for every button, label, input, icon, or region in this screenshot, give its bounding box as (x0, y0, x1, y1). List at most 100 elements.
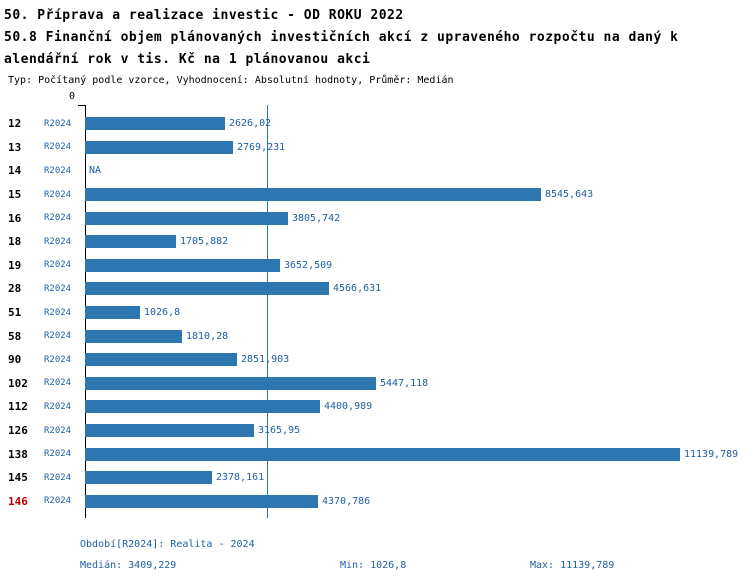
row-series-label: R2024 (44, 331, 72, 342)
row-category-label: 14 (8, 164, 22, 178)
row-bar-area: 2769,231 (85, 136, 750, 160)
bar-value-label: 4400,989 (324, 401, 373, 413)
bar-value-label: 4370,786 (322, 495, 371, 507)
table-row: 90 R2024 2851,903 (0, 348, 750, 372)
table-row: 112 R2024 4400,989 (0, 395, 750, 419)
row-bar-area: 5447,118 (85, 372, 750, 396)
bar (85, 376, 376, 390)
row-bar-area: 3165,95 (85, 419, 750, 443)
bar-value-label: 3805,742 (292, 212, 341, 224)
bar-value-label: 3165,95 (258, 425, 301, 437)
row-bar-area: 2626,02 (85, 112, 750, 136)
row-category-label: 145 (8, 471, 28, 485)
row-series-label: R2024 (44, 118, 72, 129)
row-category-label: 19 (8, 258, 22, 272)
row-series-label: R2024 (44, 189, 72, 200)
bar-value-label: 1810,28 (186, 330, 229, 342)
row-category-label: 126 (8, 424, 28, 438)
row-category-label: 90 (8, 353, 22, 367)
table-row: 14 R2024 NA (0, 159, 750, 183)
bar-value-label: 11139,789 (684, 448, 739, 460)
bar-chart: 12 R2024 2626,02 13 R2024 2769,231 14 R2… (0, 105, 750, 518)
row-category-label: 146 (8, 494, 28, 508)
row-series-label: R2024 (44, 378, 72, 389)
row-bar-area: 1026,8 (85, 301, 750, 325)
bar (85, 235, 176, 249)
row-bar-area: 8545,643 (85, 183, 750, 207)
bar (85, 211, 288, 225)
row-category-label: 16 (8, 211, 22, 225)
bar (85, 329, 182, 343)
bar-value-label: 2626,02 (229, 118, 272, 130)
report-header: 50. Příprava a realizace investic - OD R… (0, 0, 750, 88)
footer-period-label: Období[R2024]: Realita - 2024 (80, 539, 255, 550)
bar (85, 117, 225, 131)
bar (85, 188, 541, 202)
bar (85, 140, 233, 154)
row-series-label: R2024 (44, 496, 72, 507)
bar (85, 353, 237, 367)
row-series-label: R2024 (44, 260, 72, 271)
axis-zero-tick (78, 105, 86, 106)
row-bar-area: 2851,903 (85, 348, 750, 372)
bar (85, 494, 318, 508)
row-bar-area: 1810,28 (85, 324, 750, 348)
row-series-label: R2024 (44, 283, 72, 294)
table-row: 146 R2024 4370,786 (0, 490, 750, 514)
row-category-label: 18 (8, 235, 22, 249)
report-title-line2: 50.8 Finanční objem plánovaných investič… (4, 30, 679, 45)
bar (85, 258, 280, 272)
bar (85, 424, 254, 438)
table-row: 16 R2024 3805,742 (0, 206, 750, 230)
table-row: 145 R2024 2378,161 (0, 466, 750, 490)
chart-footer: Období[R2024]: Realita - 2024 Medián: 34… (0, 537, 750, 577)
report-title-line3: alendářní rok v tis. Kč na 1 plánovanou … (4, 52, 371, 67)
row-category-label: 12 (8, 117, 22, 131)
bar (85, 447, 680, 461)
bar-value-label: 2769,231 (237, 141, 286, 153)
table-row: 19 R2024 3652,509 (0, 254, 750, 278)
bar-value-label: 5447,118 (380, 377, 429, 389)
bar-rows: 12 R2024 2626,02 13 R2024 2769,231 14 R2… (0, 112, 750, 513)
row-category-label: 28 (8, 282, 22, 296)
bar-value-label: NA (89, 165, 102, 177)
bar (85, 471, 212, 485)
bar (85, 400, 320, 414)
table-row: 18 R2024 1705,882 (0, 230, 750, 254)
bar-value-label: 2378,161 (216, 472, 265, 484)
table-row: 12 R2024 2626,02 (0, 112, 750, 136)
row-category-label: 13 (8, 140, 22, 154)
footer-max-label: Max: 11139,789 (530, 560, 615, 571)
bar-value-label: 3652,509 (284, 259, 333, 271)
row-bar-area: NA (85, 159, 750, 183)
row-series-label: R2024 (44, 213, 72, 224)
row-series-label: R2024 (44, 401, 72, 412)
row-series-label: R2024 (44, 472, 72, 483)
axis-zero-tick-label: 0 (69, 91, 76, 102)
table-row: 51 R2024 1026,8 (0, 301, 750, 325)
row-bar-area: 2378,161 (85, 466, 750, 490)
row-series-label: R2024 (44, 354, 72, 365)
footer-median-label: Medián: 3409,229 (80, 560, 177, 571)
row-bar-area: 4370,786 (85, 490, 750, 514)
bar-value-label: 4566,631 (333, 283, 382, 295)
report-subtitle: Typ: Počítaný podle vzorce, Vyhodnocení:… (8, 75, 454, 86)
footer-min-label: Min: 1026,8 (340, 560, 407, 571)
table-row: 28 R2024 4566,631 (0, 277, 750, 301)
median-line (267, 105, 268, 518)
table-row: 138 R2024 11139,789 (0, 442, 750, 466)
row-category-label: 51 (8, 306, 22, 320)
row-bar-area: 11139,789 (85, 442, 750, 466)
row-category-label: 138 (8, 447, 28, 461)
bar (85, 306, 140, 320)
row-bar-area: 3652,509 (85, 254, 750, 278)
row-series-label: R2024 (44, 236, 72, 247)
bar-value-label: 2851,903 (241, 354, 290, 366)
bar-value-label: 8545,643 (545, 189, 594, 201)
row-series-label: R2024 (44, 142, 72, 153)
bar-value-label: 1705,882 (180, 236, 229, 248)
bar (85, 282, 329, 296)
row-bar-area: 4400,989 (85, 395, 750, 419)
row-category-label: 58 (8, 329, 22, 343)
table-row: 15 R2024 8545,643 (0, 183, 750, 207)
